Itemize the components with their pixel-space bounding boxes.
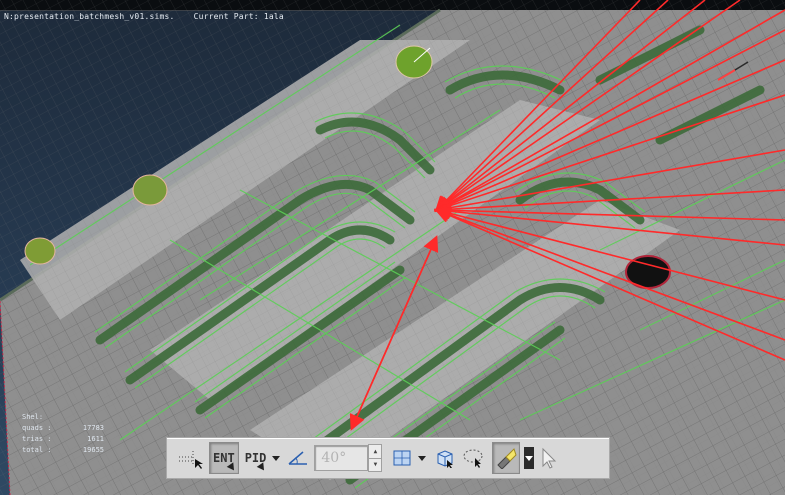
- pid-dropdown-icon[interactable]: [272, 455, 281, 461]
- stat-value: [66, 412, 104, 423]
- entity-select-button[interactable]: ENT: [209, 442, 239, 474]
- spin-up-icon[interactable]: ▲: [373, 447, 378, 455]
- mesh-holes: [24, 45, 671, 289]
- cube-icon: [437, 450, 454, 468]
- lasso-select-button[interactable]: [460, 443, 488, 473]
- pid-label: PID: [244, 451, 267, 465]
- spin-down-icon[interactable]: ▼: [369, 457, 382, 472]
- stat-value: 1611: [87, 435, 104, 443]
- flashlight-dropdown[interactable]: [524, 447, 535, 469]
- arrow-cursor-button[interactable]: [538, 443, 560, 473]
- axis-triad-icon: [717, 61, 749, 81]
- dotted-box-select-button[interactable]: [175, 443, 205, 473]
- arrow-cursor-icon: [542, 447, 557, 469]
- red-arrows: [349, 0, 785, 431]
- pid-select-button[interactable]: PID: [243, 443, 269, 473]
- dotted-box-select-icon: [179, 451, 203, 469]
- stat-label: quads :: [22, 424, 52, 432]
- groove-edges: [29, 24, 785, 489]
- angle-spinner[interactable]: ▲ ▼: [368, 444, 383, 472]
- flashlight-icon: [497, 448, 517, 469]
- selection-toolbar: ENT PID 40° ▲ ▼: [166, 437, 610, 479]
- flashlight-select-button[interactable]: [492, 442, 521, 474]
- feature-angle-input[interactable]: 40°: [314, 445, 369, 471]
- stat-label: total :: [22, 446, 52, 454]
- stat-label: trias :: [22, 435, 52, 443]
- mesh-view-button[interactable]: [390, 443, 414, 473]
- mesh-view-dropdown-icon[interactable]: [418, 455, 427, 461]
- stat-value: 17783: [82, 424, 104, 432]
- feature-angle-button[interactable]: [286, 443, 310, 473]
- mesh-statistics: Shel: quads : 17783 trias : 1611 total : 19…: [22, 412, 104, 456]
- angle-icon: [288, 451, 308, 465]
- ent-label: ENT: [213, 451, 235, 465]
- cube-select-button[interactable]: [432, 443, 456, 473]
- mesh-view-icon: [393, 450, 411, 466]
- stat-value: 19655: [82, 446, 104, 454]
- stat-label: Shel:: [22, 413, 44, 421]
- lasso-icon: [463, 449, 483, 468]
- flashlight-dropdown-icon: [525, 455, 534, 461]
